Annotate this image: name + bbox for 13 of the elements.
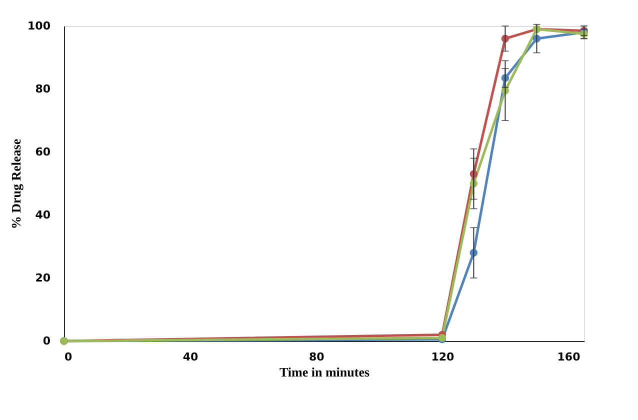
y-tick-label: 0 <box>42 334 51 348</box>
x-tick-label: 40 <box>182 350 199 364</box>
x-tick-label: 120 <box>431 350 455 364</box>
y-tick-label: 60 <box>35 146 51 158</box>
x-tick-label: 160 <box>557 350 581 364</box>
x-axis-title: Time in minutes <box>279 364 370 380</box>
x-tick-label: 80 <box>308 350 325 364</box>
y-tick-label: 80 <box>35 82 51 96</box>
y-tick-label: 20 <box>35 272 51 284</box>
y-tick-label: 100 <box>28 20 51 32</box>
x-tick-label: 0 <box>64 350 72 364</box>
y-tick-label: 40 <box>35 208 51 222</box>
y-axis-title: % Drug Release <box>8 138 24 230</box>
